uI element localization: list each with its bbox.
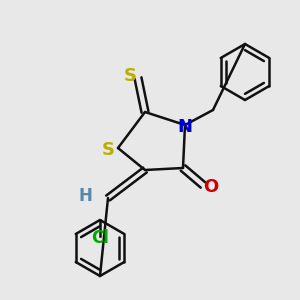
Text: N: N xyxy=(178,118,193,136)
Text: O: O xyxy=(203,178,219,196)
Text: S: S xyxy=(124,67,136,85)
Text: Cl: Cl xyxy=(91,229,109,247)
Text: S: S xyxy=(101,141,115,159)
Text: H: H xyxy=(78,187,92,205)
